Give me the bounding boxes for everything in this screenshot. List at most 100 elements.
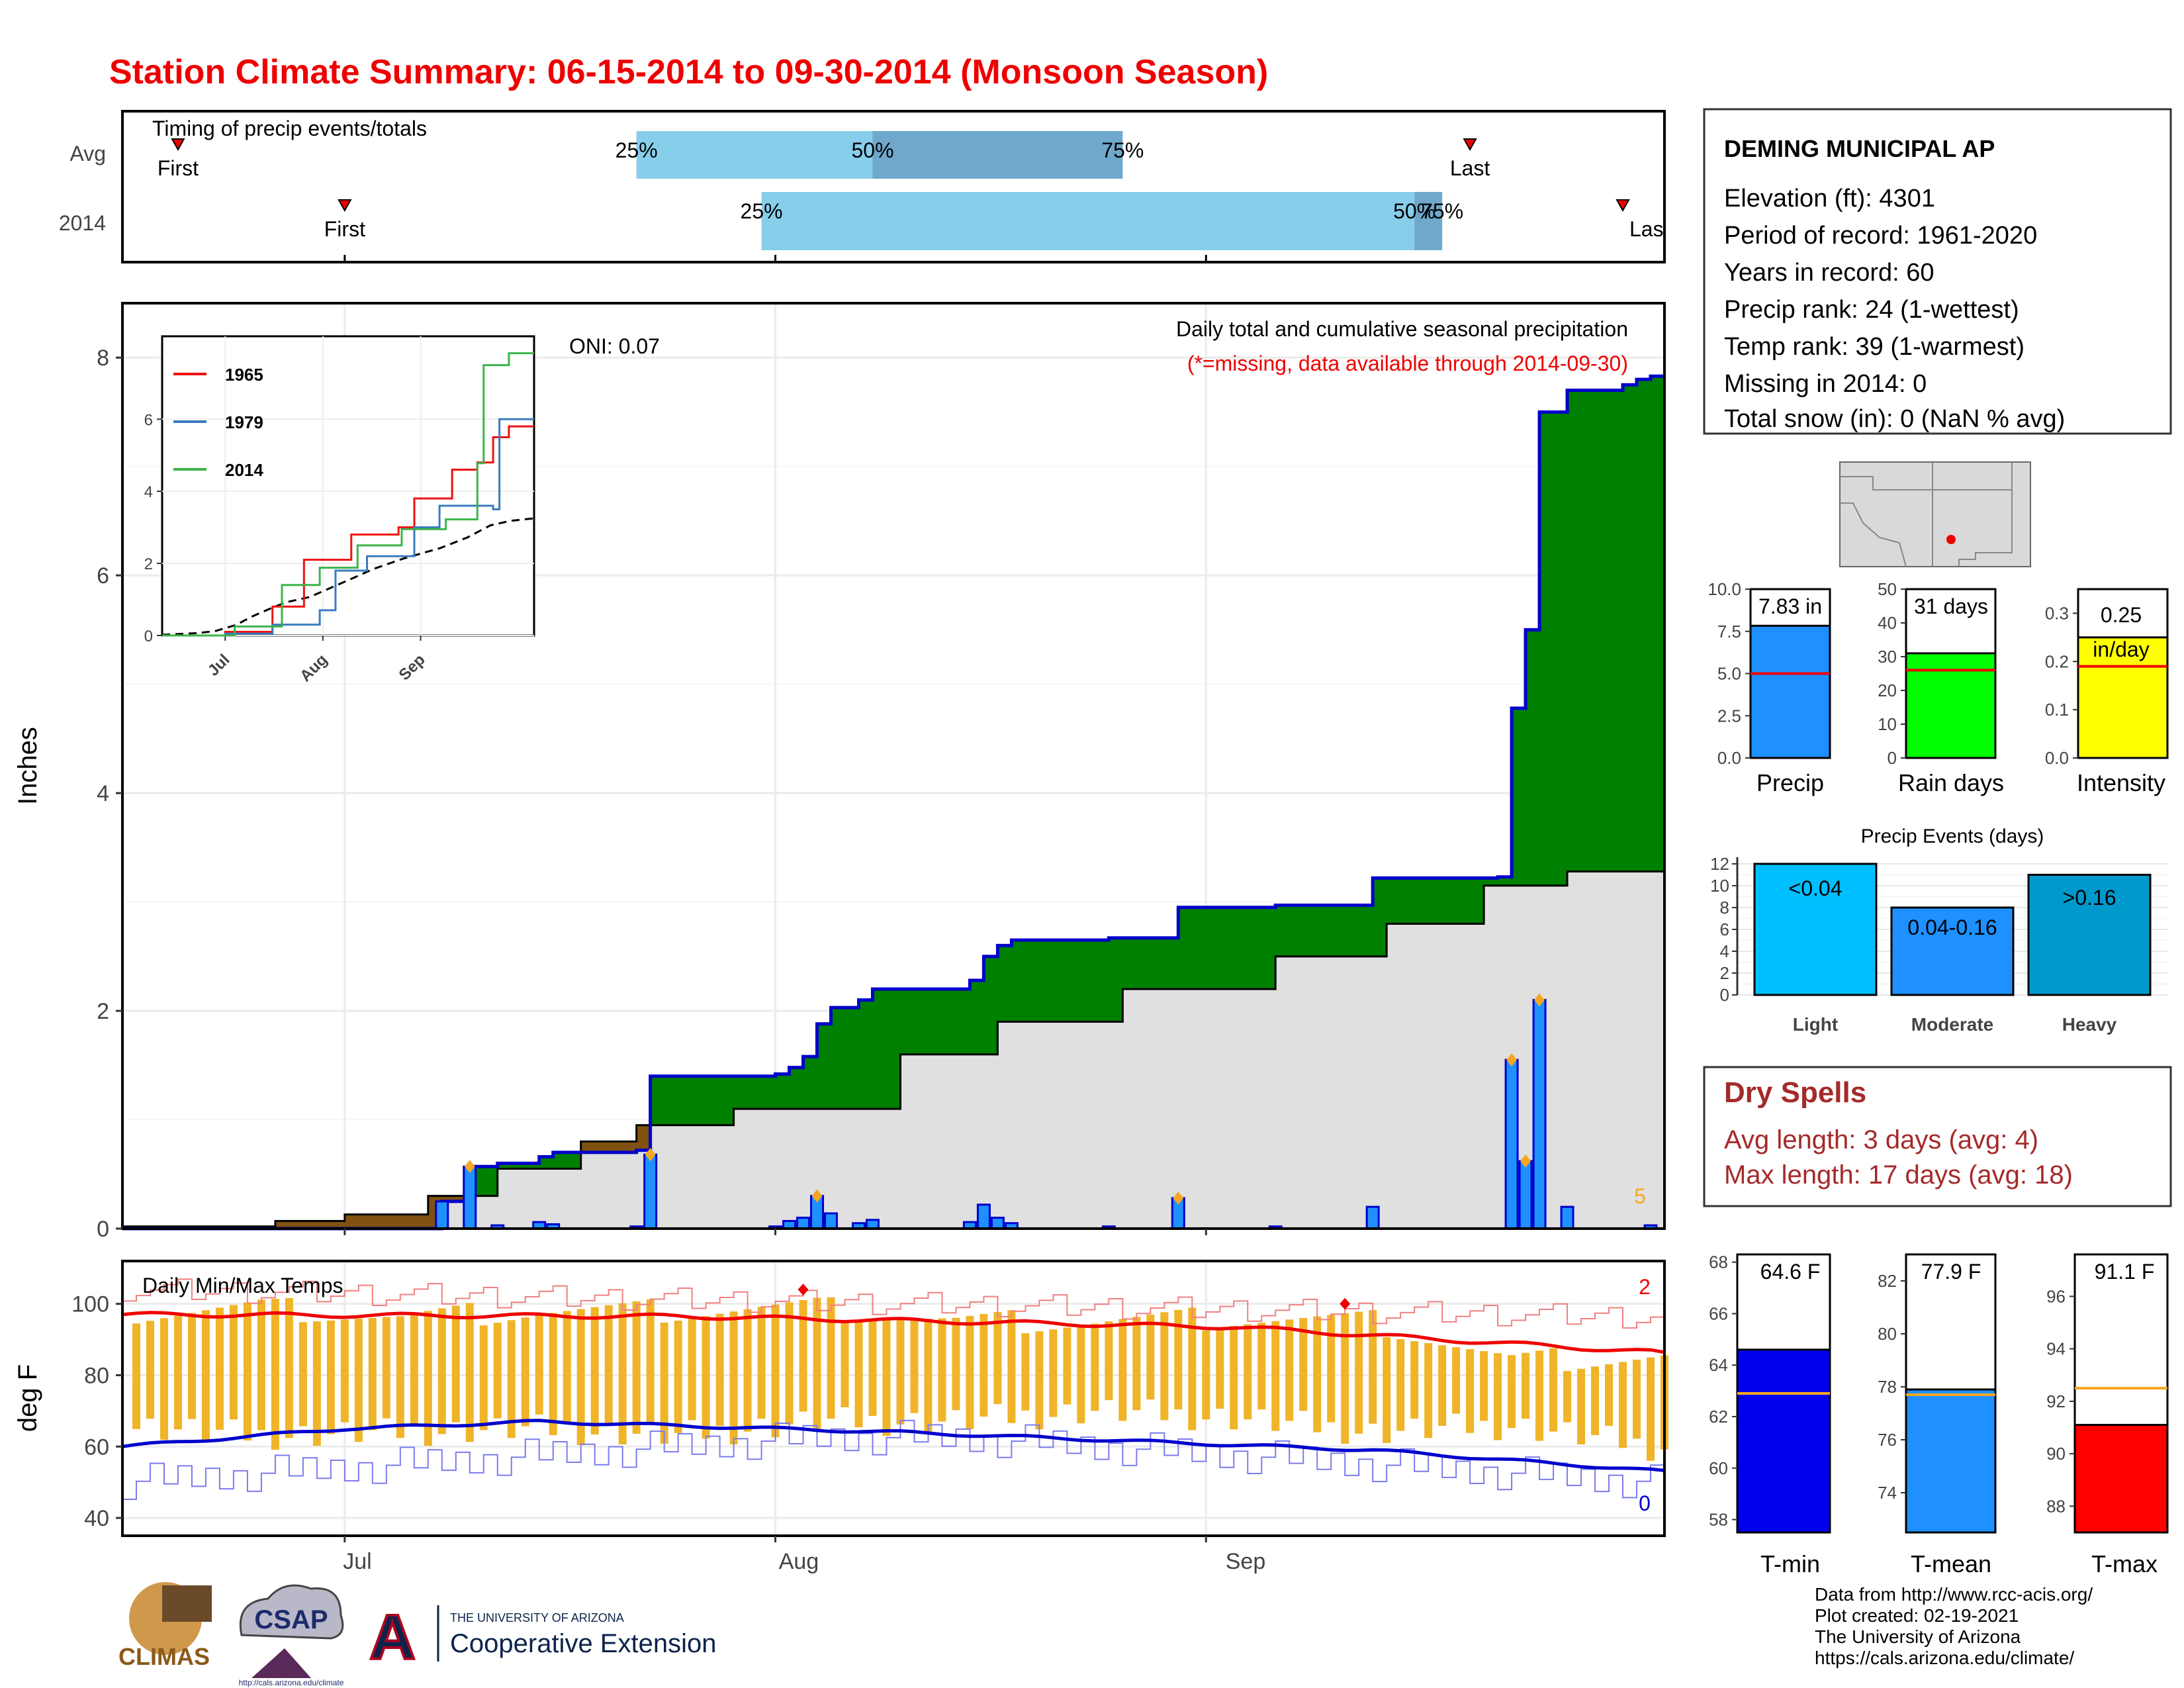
daily-temp-bar-35 <box>604 1305 613 1424</box>
timing-avg-first-label: First <box>158 156 199 180</box>
mini-tick-label-0-3: 7.5 <box>1717 622 1741 641</box>
daily-precip-bar-24 <box>1532 999 1547 1230</box>
timing-bar-Avg-q2 <box>636 131 873 179</box>
daily-precip-bar-9 <box>796 1217 811 1230</box>
daily-temp-bar-22 <box>424 1311 432 1446</box>
daily-temp-bar-13 <box>298 1322 307 1427</box>
mini-tick-label-0-1: 2.5 <box>1717 706 1741 726</box>
mini-tick-label-1-1: 10 <box>1878 714 1897 734</box>
temp-marks <box>122 1278 1668 1501</box>
record-high-marker-0 <box>797 1284 809 1296</box>
daily-temp-bar-103 <box>1549 1348 1558 1432</box>
temp-lo-count: 0 <box>1639 1491 1651 1515</box>
precip-ytick-label-8: 8 <box>97 346 109 371</box>
daily-precip-bar-23 <box>1518 1160 1533 1230</box>
mini-tick-label-1-5: 50 <box>1878 579 1897 599</box>
dry-spells-max: Max length: 17 days (avg: 18) <box>1724 1160 2073 1190</box>
daily-temp-bar-39 <box>660 1322 668 1444</box>
daily-temp-bar-24 <box>451 1305 460 1423</box>
events-ytick-label-2: 2 <box>1720 963 1729 983</box>
daily-temp-bar-92 <box>1396 1339 1405 1431</box>
temp-background <box>122 1261 1664 1536</box>
daily-temp-bar-48 <box>785 1302 794 1425</box>
station-line-snow: Total snow (in): 0 (NaN % avg) <box>1724 405 2065 433</box>
mini-tick-label-0-2: 5.0 <box>1717 664 1741 684</box>
temp-summary-tick-label-2-3: 94 <box>2046 1339 2066 1359</box>
daily-precip-marker-1 <box>464 1160 475 1174</box>
daily-temp-bar-40 <box>674 1321 682 1433</box>
timing-Avg-first-marker <box>171 138 185 152</box>
ua-small-text: THE UNIVERSITY OF ARIZONA <box>450 1611 624 1624</box>
daily-temp-bar-100 <box>1508 1355 1516 1429</box>
temp-summary-tick-label-0-1: 60 <box>1709 1458 1728 1478</box>
daily-temp-bar-36 <box>618 1303 627 1445</box>
temp-summary-tick-label-1-3: 80 <box>1878 1324 1897 1344</box>
timing-bars <box>171 131 1630 250</box>
daily-temp-bar-53 <box>854 1321 863 1428</box>
dry-spells-title: Dry Spells <box>1724 1076 1866 1109</box>
events-bar-label-moderate: 0.04-0.16 <box>1907 915 1997 939</box>
daily-temp-bar-77 <box>1188 1307 1197 1430</box>
temp-summary-tick-label-0-4: 66 <box>1709 1303 1728 1323</box>
daily-temp-bar-85 <box>1299 1318 1308 1411</box>
precip-header: Daily total and cumulative seasonal prec… <box>1176 317 1628 341</box>
mini-bar-precip <box>1749 624 1831 759</box>
temp-bar-label-tmean: T-mean <box>1911 1550 1991 1577</box>
dry-spells-box: Dry Spells Avg length: 3 days (avg: 4) M… <box>1703 1066 2172 1207</box>
daily-temp-bar-75 <box>1160 1312 1169 1421</box>
daily-temp-bar-71 <box>1105 1321 1113 1401</box>
mini-bar-intensity <box>2077 636 2169 759</box>
station-frame <box>1703 108 2172 435</box>
timing-avg-last-label: Last <box>1450 156 1490 180</box>
mini-tick-label-2-2: 0.2 <box>2045 651 2069 671</box>
temp-frame <box>121 1260 1666 1537</box>
daily-temp-bar-64 <box>1007 1310 1016 1423</box>
page-title: Station Climate Summary: 06-15-2014 to 0… <box>109 53 1268 91</box>
daily-temp-bar-28 <box>507 1320 516 1438</box>
daily-precip-bar-6 <box>643 1153 658 1230</box>
timing-grid <box>343 255 1207 262</box>
temp-summary-tick-label-1-0: 74 <box>1878 1483 1897 1503</box>
daily-temp-bar-110 <box>1647 1357 1655 1461</box>
inset-average-line <box>161 517 535 636</box>
oni-label: ONI: 0.07 <box>569 334 660 358</box>
daily-temp-bar-68 <box>1063 1327 1071 1405</box>
footer-line-university: The University of Arizona <box>1815 1626 2021 1647</box>
daily-temp-bar-62 <box>979 1313 988 1417</box>
precip-ytick-label-2: 2 <box>97 999 109 1024</box>
x-tick-jul: Jul <box>343 1549 371 1574</box>
timing-title: Timing of precip events/totals <box>152 117 427 140</box>
temp-summary-tick-label-2-4: 96 <box>2046 1286 2066 1306</box>
daily-precip-bar-0 <box>435 1200 449 1230</box>
daily-temp-bar-33 <box>576 1309 585 1446</box>
daily-temp-bar-2 <box>146 1321 154 1419</box>
daily-temp-bar-1 <box>132 1323 140 1429</box>
timing-2014-p25-label: 25% <box>741 199 783 223</box>
events-cat-light: Light <box>1793 1014 1838 1035</box>
daily-temp-bar-45 <box>743 1309 752 1432</box>
daily-temp-bar-38 <box>646 1299 655 1423</box>
timing-panel: Timing of precip events/totals Avg 2014 … <box>59 110 1666 263</box>
daily-temp-bar-108 <box>1619 1362 1627 1448</box>
daily-temp-bar-6 <box>201 1310 210 1440</box>
timing-avg-p25-label: 25% <box>615 138 658 162</box>
temp-summary-bars: 58 60 62 64 66 68 74 76 78 80 82 88 90 92 94 96 <box>1709 1252 2169 1534</box>
daily-temp-bar-109 <box>1633 1359 1641 1439</box>
timing-Avg-last-marker <box>1463 138 1477 152</box>
daily-temp-bar-93 <box>1410 1341 1419 1419</box>
mini-label-precip: Precip <box>1756 769 1824 796</box>
events-cat-heavy: Heavy <box>2062 1014 2117 1035</box>
ua-a-block <box>363 1602 422 1662</box>
daily-temp-bar-11 <box>271 1299 279 1450</box>
timing-bar-2014-q3 <box>1414 192 1443 250</box>
daily-temp-bar-7 <box>215 1307 224 1430</box>
temp-summary-tick-label-0-0: 58 <box>1709 1510 1728 1530</box>
daily-temp-bar-47 <box>771 1304 780 1438</box>
daily-temp-bar-42 <box>702 1316 710 1439</box>
climas-logo: CLIMAS <box>118 1582 212 1670</box>
dry-spells-avg: Avg length: 3 days (avg: 4) <box>1724 1125 2038 1154</box>
csap-logo: CSAP http://cals.arizona.edu/climate <box>239 1584 344 1687</box>
daily-temp-bar-73 <box>1132 1317 1141 1411</box>
timing-2014-first-marker <box>338 199 352 212</box>
inset-ytick-label-6: 6 <box>144 411 153 429</box>
